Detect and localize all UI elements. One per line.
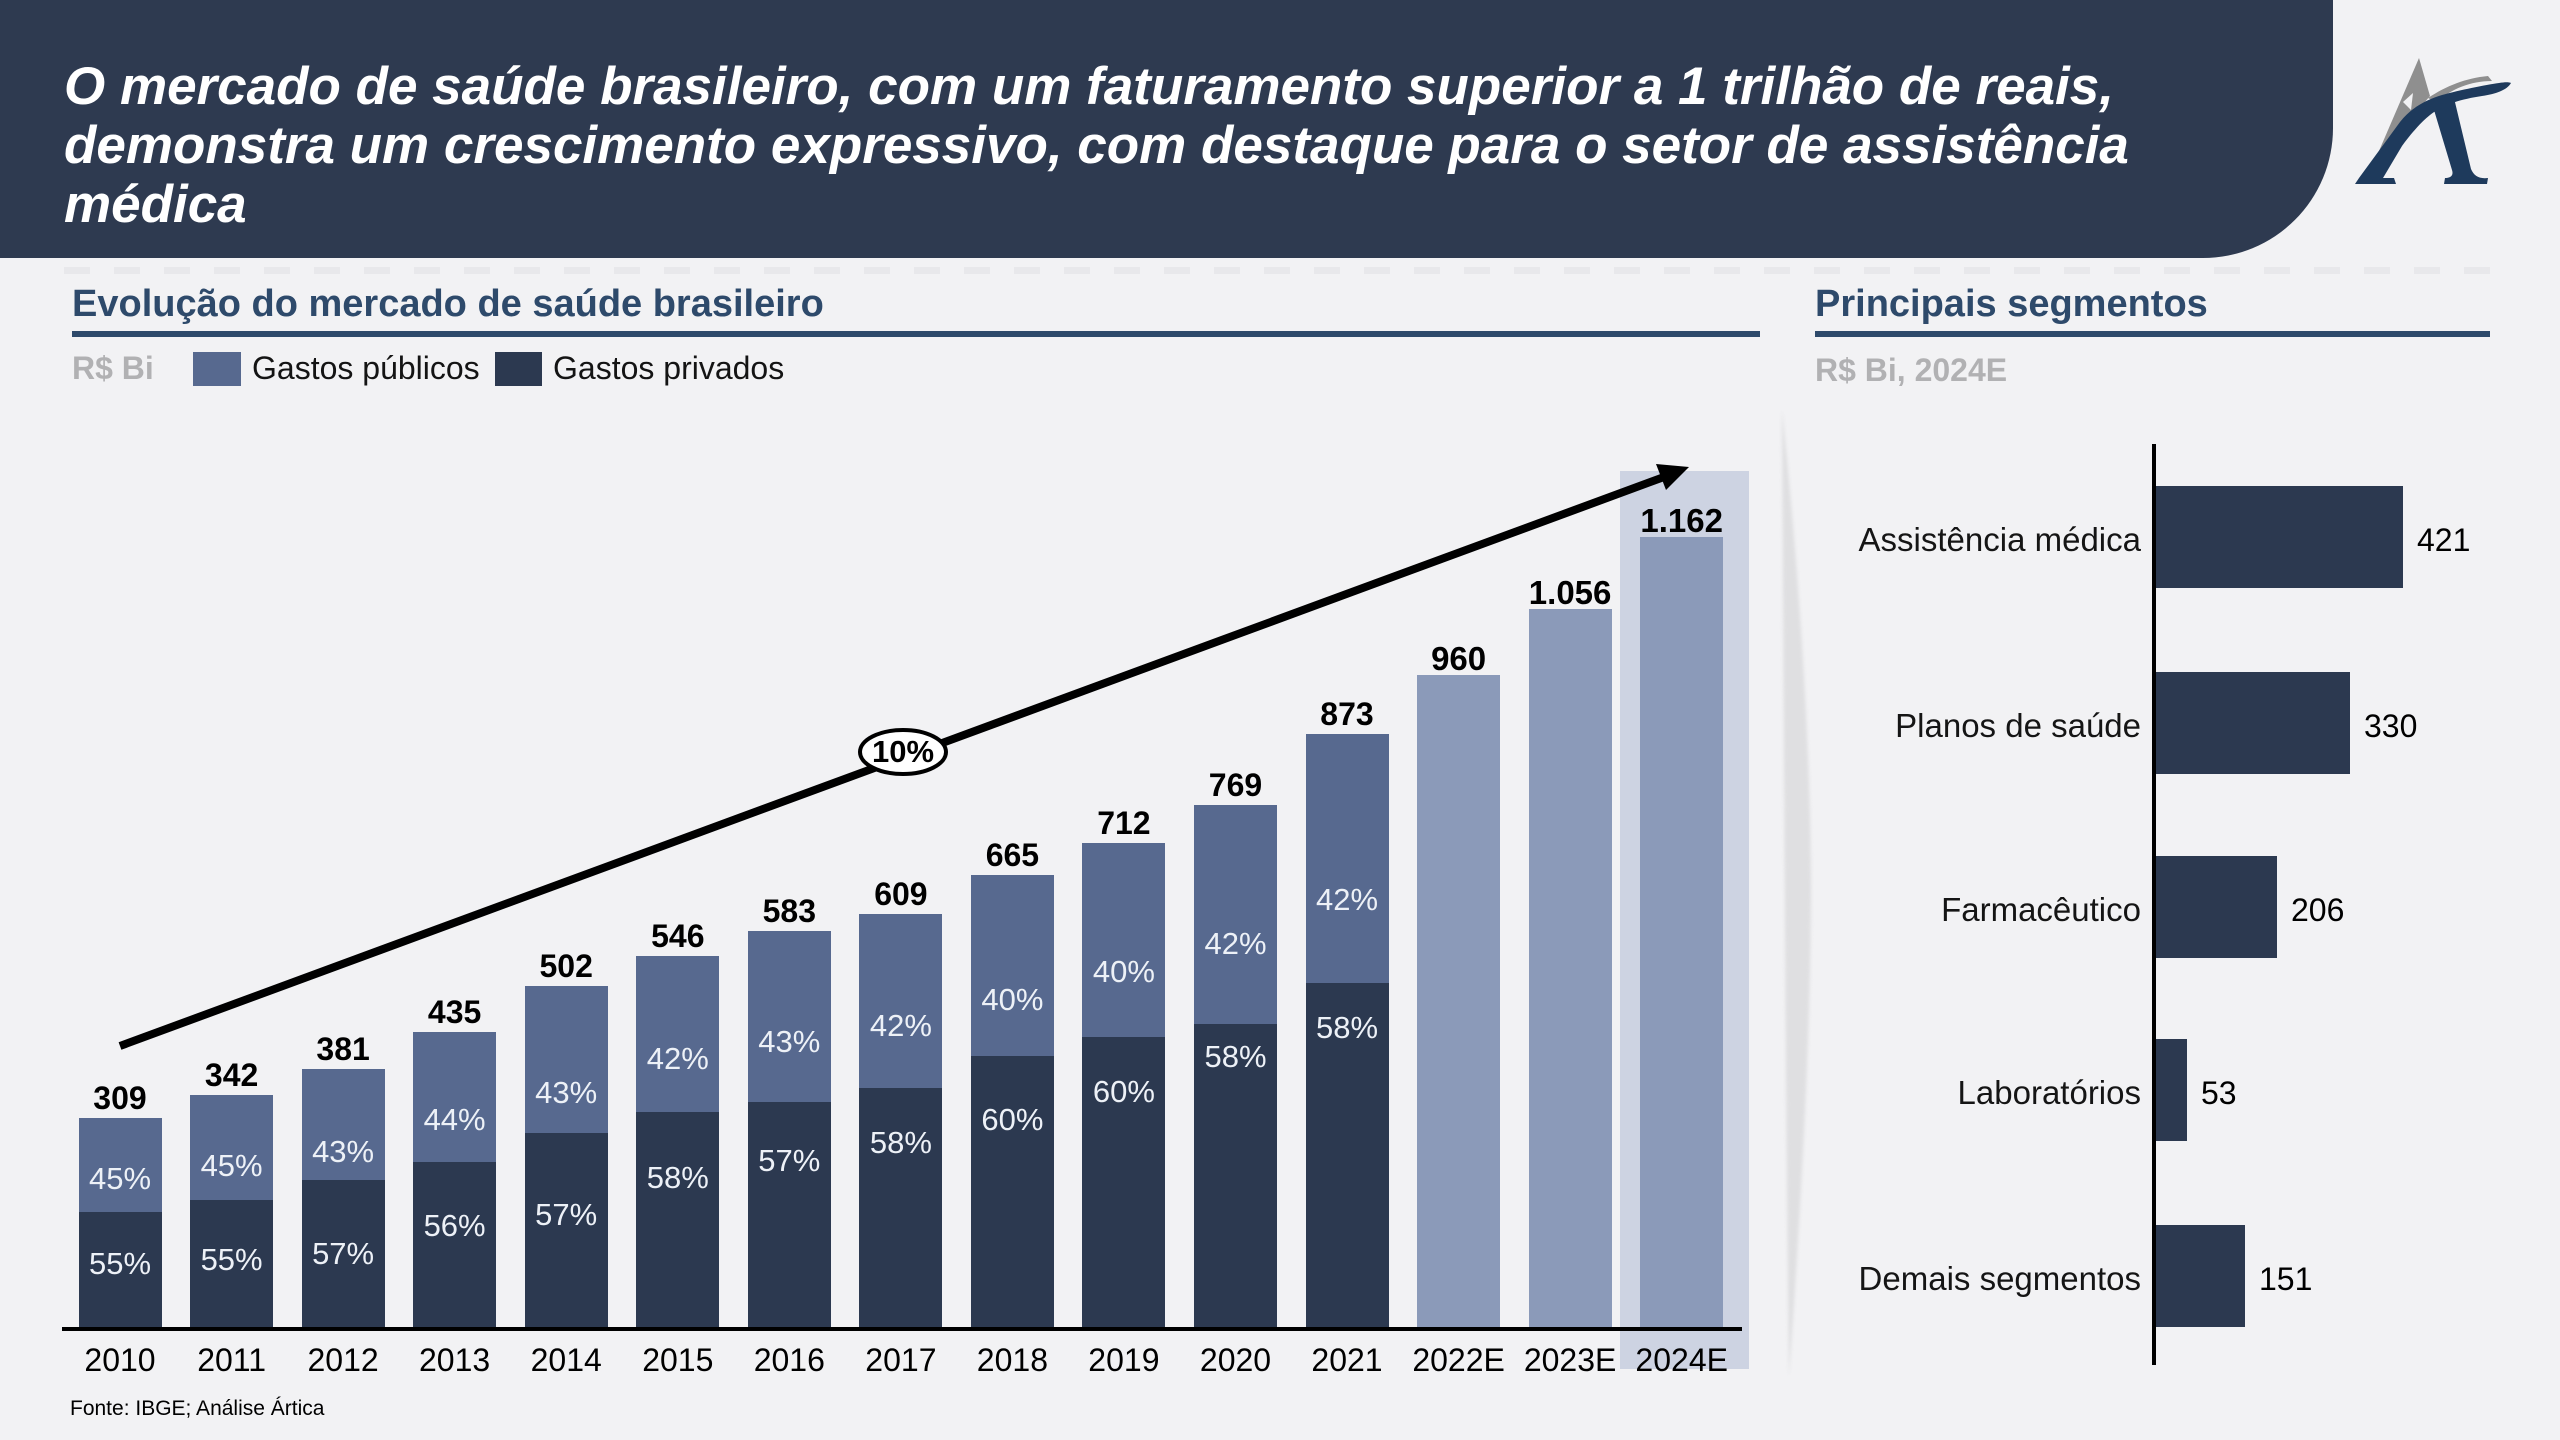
- svg-text:10%: 10%: [872, 734, 934, 769]
